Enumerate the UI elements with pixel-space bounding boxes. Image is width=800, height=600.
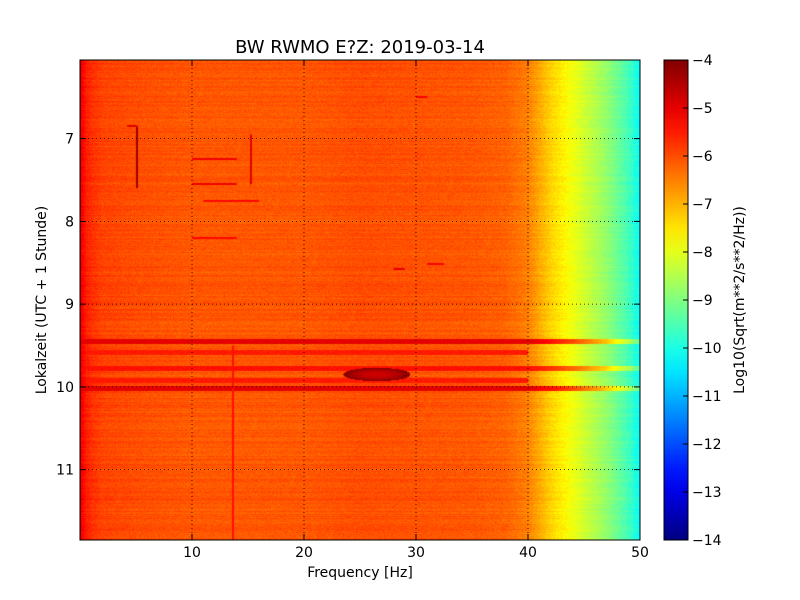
colorbar-tick-label: −4 [692,53,713,69]
heatmap-image [80,60,640,540]
colorbar-tick-label: −7 [692,197,713,213]
colorbar-ticks: −14 −13 −12 −11 −10 −9 −8 −7 −6 −5 −4 [683,53,722,549]
colorbar: −14 −13 −12 −11 −10 −9 −8 −7 −6 −5 −4 Log10(Sqrt(m… [663,53,748,549]
y-tick-label: 10 [56,380,74,396]
colorbar-tick-label: −9 [692,293,713,309]
y-tick-label: 11 [56,463,74,479]
x-tick-label: 40 [519,545,537,561]
x-axis-label: Frequency [Hz] [307,565,413,581]
colorbar-tick-label: −14 [692,533,722,549]
colorbar-tick-label: −5 [692,101,713,117]
y-tick-label: 8 [65,214,74,230]
x-tick-label: 50 [631,545,649,561]
colorbar-tick-label: −10 [692,341,722,357]
x-tick-label: 10 [183,545,201,561]
plot-area: 10 20 30 40 50 7 8 9 10 11 [56,59,649,561]
colorbar-tick-label: −13 [692,485,722,501]
plot-frame [79,59,641,541]
x-tick-label: 30 [407,545,425,561]
y-axis-ticks: 7 8 9 10 11 [56,132,640,479]
colorbar-label: Log10(Sqrt(m**2/s**2/Hz)) [732,206,748,394]
x-axis-ticks: 10 20 30 40 50 [183,60,649,561]
chart-title: BW RWMO E?Z: 2019-03-14 [235,37,485,58]
y-tick-label: 9 [65,297,74,313]
grid-lines [80,60,640,540]
colorbar-tick-label: −12 [692,437,722,453]
colorbar-tick-label: −8 [692,245,713,261]
y-axis-label: Lokalzeit (UTC + 1 Stunde) [34,206,50,395]
y-tick-label: 7 [65,132,74,148]
colorbar-tick-label: −6 [692,149,713,165]
x-tick-label: 20 [295,545,313,561]
colorbar-tick-label: −11 [692,389,722,405]
